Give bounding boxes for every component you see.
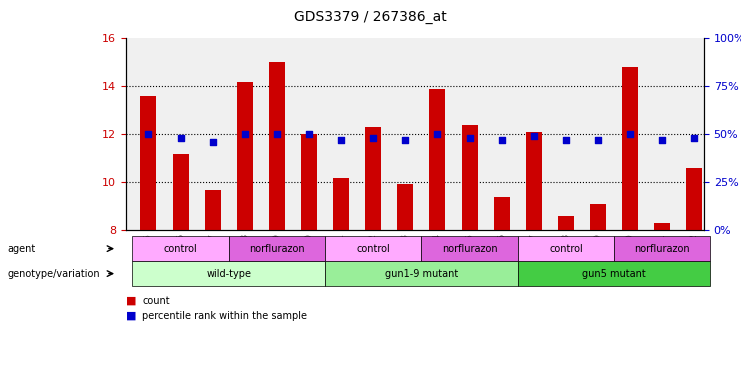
Text: ■: ■ [126, 311, 136, 321]
Bar [333, 177, 349, 230]
Bar [397, 184, 413, 230]
Bar [686, 168, 702, 230]
Bar [462, 125, 477, 230]
Point [335, 137, 347, 143]
Point [464, 135, 476, 141]
Point [528, 133, 539, 139]
Point [560, 137, 572, 143]
Point [207, 139, 219, 145]
Point [657, 137, 668, 143]
Bar [526, 132, 542, 230]
Text: agent: agent [7, 243, 36, 254]
Text: percentile rank within the sample: percentile rank within the sample [142, 311, 308, 321]
Point [624, 131, 636, 137]
Bar [205, 190, 221, 230]
Text: wild-type: wild-type [206, 268, 251, 279]
Text: control: control [164, 243, 197, 254]
Text: norflurazon: norflurazon [634, 243, 690, 254]
Bar [173, 154, 188, 230]
Text: norflurazon: norflurazon [442, 243, 497, 254]
Text: ■: ■ [126, 296, 136, 306]
Bar [365, 127, 381, 230]
Point [368, 135, 379, 141]
Text: gun5 mutant: gun5 mutant [582, 268, 646, 279]
Bar [558, 216, 574, 230]
Text: control: control [356, 243, 390, 254]
Point [175, 135, 187, 141]
Bar [622, 67, 638, 230]
Bar [654, 223, 670, 230]
Point [688, 135, 700, 141]
Point [303, 131, 315, 137]
Point [431, 131, 443, 137]
Text: control: control [549, 243, 582, 254]
Point [239, 131, 250, 137]
Text: genotype/variation: genotype/variation [7, 268, 100, 279]
Point [271, 131, 283, 137]
Text: count: count [142, 296, 170, 306]
Bar [141, 96, 156, 230]
Bar [590, 204, 606, 230]
Point [592, 137, 604, 143]
Text: norflurazon: norflurazon [249, 243, 305, 254]
Point [399, 137, 411, 143]
Bar [301, 134, 317, 230]
Bar [494, 197, 510, 230]
Bar [429, 89, 445, 230]
Text: gun1-9 mutant: gun1-9 mutant [385, 268, 458, 279]
Text: GDS3379 / 267386_at: GDS3379 / 267386_at [294, 10, 447, 23]
Point [142, 131, 154, 137]
Point [496, 137, 508, 143]
Bar [269, 62, 285, 230]
Bar [237, 82, 253, 230]
